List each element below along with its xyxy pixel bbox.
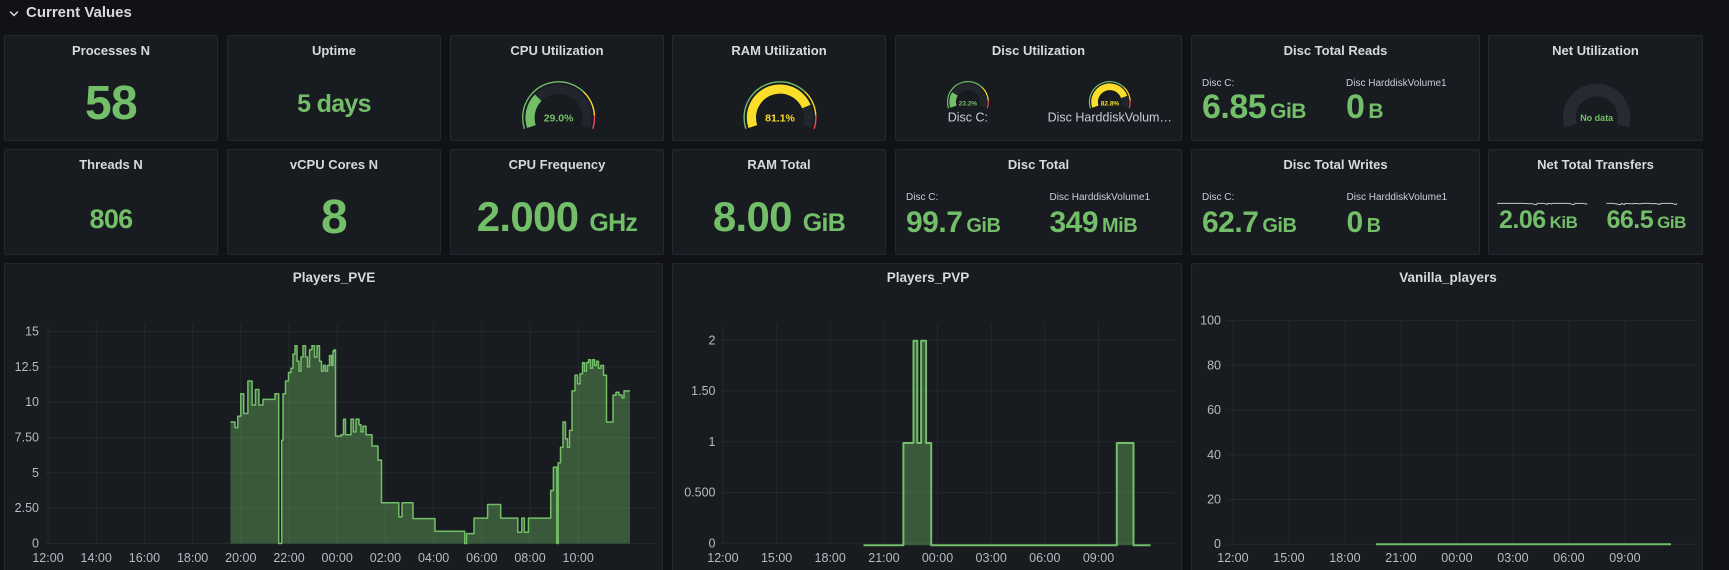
svg-text:12.5: 12.5 [15,360,39,374]
svg-text:10: 10 [25,395,39,409]
svg-text:40: 40 [1207,448,1221,462]
svg-text:1.50: 1.50 [691,384,715,398]
svg-text:Players_PVP: Players_PVP [886,270,969,285]
svg-text:81.1%: 81.1% [765,113,795,125]
svg-text:Players_PVE: Players_PVE [293,270,376,285]
svg-text:21:00: 21:00 [868,551,899,565]
svg-text:10:00: 10:00 [563,551,594,565]
svg-text:60: 60 [1207,403,1221,417]
svg-text:06:00: 06:00 [1029,551,1060,565]
svg-text:18:00: 18:00 [177,551,208,565]
svg-text:15:00: 15:00 [1273,551,1304,565]
svg-text:No data: No data [1580,113,1614,123]
svg-text:0: 0 [32,537,39,551]
svg-text:16:00: 16:00 [129,551,160,565]
svg-text:22:00: 22:00 [273,551,304,565]
svg-text:21:00: 21:00 [1385,551,1416,565]
svg-text:00:00: 00:00 [322,551,353,565]
svg-text:00:00: 00:00 [921,551,952,565]
svg-text:100: 100 [1200,314,1221,328]
svg-text:14:00: 14:00 [81,551,112,565]
svg-text:09:00: 09:00 [1082,551,1113,565]
svg-text:08:00: 08:00 [514,551,545,565]
svg-text:Disc C:: Disc C: [948,111,988,125]
svg-text:82.8%: 82.8% [1101,101,1120,108]
svg-text:06:00: 06:00 [466,551,497,565]
svg-text:0.500: 0.500 [684,486,715,500]
svg-text:12:00: 12:00 [707,551,738,565]
svg-text:0: 0 [708,536,715,550]
svg-text:00:00: 00:00 [1441,551,1472,565]
svg-text:Vanilla_players: Vanilla_players [1399,270,1497,285]
svg-text:20:00: 20:00 [225,551,256,565]
svg-text:80: 80 [1207,358,1221,372]
svg-text:12:00: 12:00 [32,551,63,565]
svg-text:18:00: 18:00 [814,551,845,565]
svg-text:20: 20 [1207,493,1221,507]
svg-text:04:00: 04:00 [418,551,449,565]
svg-text:0: 0 [1214,537,1221,551]
svg-text:15: 15 [25,325,39,339]
svg-text:1: 1 [708,435,715,449]
svg-text:5: 5 [32,466,39,480]
svg-text:2.50: 2.50 [15,501,39,515]
svg-text:03:00: 03:00 [1497,551,1528,565]
svg-text:23.2%: 23.2% [959,101,978,108]
svg-text:02:00: 02:00 [370,551,401,565]
svg-text:15:00: 15:00 [760,551,791,565]
svg-text:12:00: 12:00 [1217,551,1248,565]
svg-text:Disc HarddiskVolum…: Disc HarddiskVolum… [1048,111,1172,125]
svg-text:06:00: 06:00 [1553,551,1584,565]
svg-text:18:00: 18:00 [1329,551,1360,565]
svg-text:29.0%: 29.0% [544,113,574,125]
svg-text:03:00: 03:00 [975,551,1006,565]
svg-text:2: 2 [708,333,715,347]
svg-text:7.50: 7.50 [15,431,39,445]
svg-text:09:00: 09:00 [1609,551,1640,565]
